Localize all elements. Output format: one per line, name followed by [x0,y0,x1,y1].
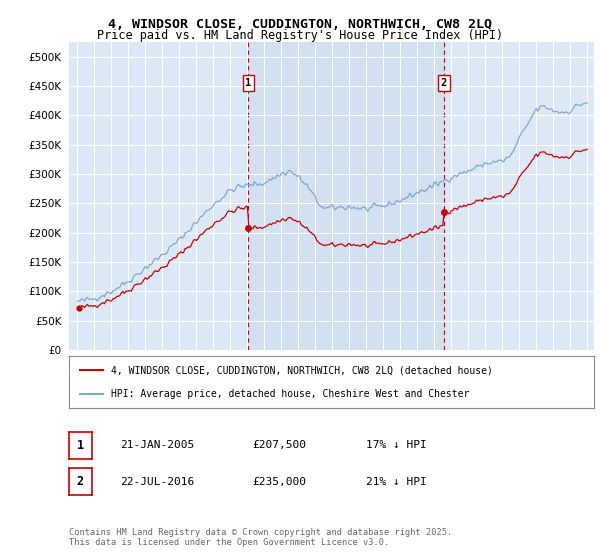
Text: Contains HM Land Registry data © Crown copyright and database right 2025.
This d: Contains HM Land Registry data © Crown c… [69,528,452,547]
Text: 22-JUL-2016: 22-JUL-2016 [120,477,194,487]
Text: 17% ↓ HPI: 17% ↓ HPI [366,440,427,450]
Text: 1: 1 [245,78,251,88]
Text: 1: 1 [77,438,84,452]
Text: 4, WINDSOR CLOSE, CUDDINGTON, NORTHWICH, CW8 2LQ: 4, WINDSOR CLOSE, CUDDINGTON, NORTHWICH,… [108,18,492,31]
Text: HPI: Average price, detached house, Cheshire West and Chester: HPI: Average price, detached house, Ches… [111,389,469,399]
Text: £235,000: £235,000 [252,477,306,487]
Text: 2: 2 [77,475,84,488]
Text: £207,500: £207,500 [252,440,306,450]
Bar [248,42,444,350]
Text: 2: 2 [440,78,447,88]
Text: 4, WINDSOR CLOSE, CUDDINGTON, NORTHWICH, CW8 2LQ (detached house): 4, WINDSOR CLOSE, CUDDINGTON, NORTHWICH,… [111,365,493,375]
Text: 21% ↓ HPI: 21% ↓ HPI [366,477,427,487]
Text: 21-JAN-2005: 21-JAN-2005 [120,440,194,450]
Text: Price paid vs. HM Land Registry's House Price Index (HPI): Price paid vs. HM Land Registry's House … [97,29,503,42]
